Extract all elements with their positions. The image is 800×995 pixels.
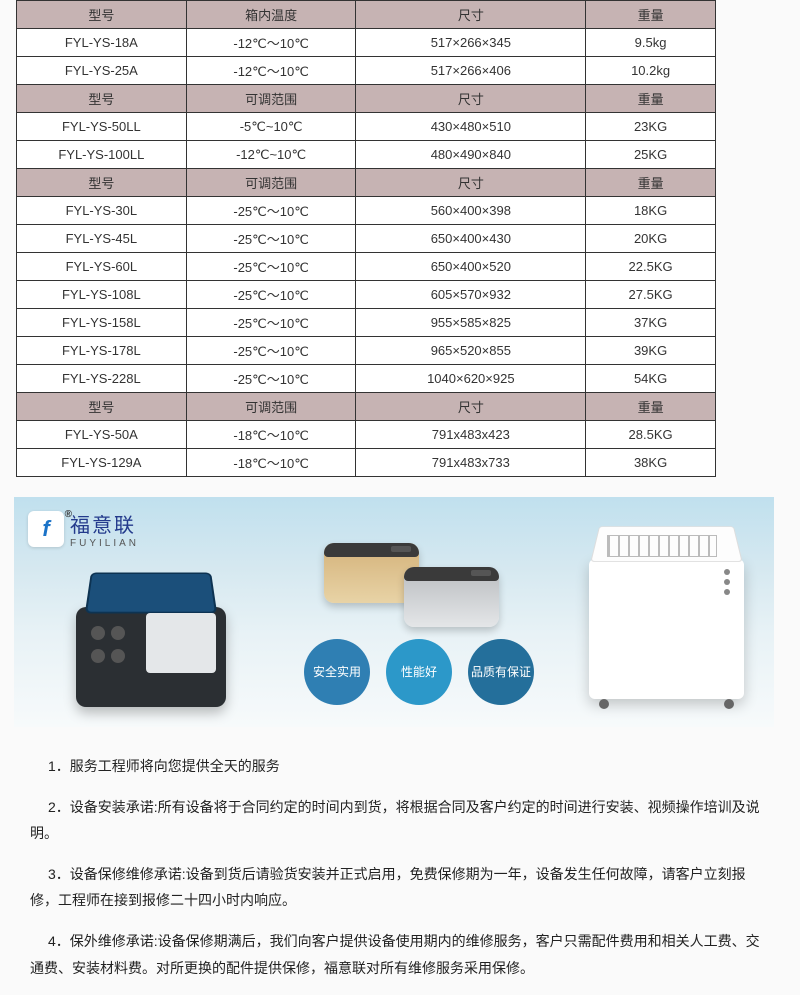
col-header: 重量: [586, 85, 716, 113]
table-cell: 38KG: [586, 449, 716, 477]
table-cell: FYL-YS-50A: [17, 421, 187, 449]
spec-table: 型号箱内温度尺寸重量FYL-YS-18A-12℃～10℃517×266×3459…: [16, 0, 716, 477]
badge-row: 安全实用 性能好 品质有保证: [304, 639, 534, 705]
table-cell: 27.5KG: [586, 281, 716, 309]
table-cell: 18KG: [586, 197, 716, 225]
table-cell: 10.2kg: [586, 57, 716, 85]
table-cell: 965×520×855: [356, 337, 586, 365]
col-header: 型号: [17, 393, 187, 421]
table-cell: FYL-YS-30L: [17, 197, 187, 225]
table-cell: FYL-YS-129A: [17, 449, 187, 477]
col-header: 可调范围: [186, 169, 356, 197]
table-cell: -12℃～10℃: [186, 57, 356, 85]
table-cell: -12℃~10℃: [186, 141, 356, 169]
col-header: 尺寸: [356, 393, 586, 421]
note-2: 2．设备安装承诺:所有设备将于合同约定的时间内到货，将根据合同及客户约定的时间进…: [30, 794, 770, 847]
table-cell: 650×400×520: [356, 253, 586, 281]
table-cell: 39KG: [586, 337, 716, 365]
table-cell: -25℃～10℃: [186, 309, 356, 337]
table-cell: 480×490×840: [356, 141, 586, 169]
table-cell: 517×266×406: [356, 57, 586, 85]
badge-quality: 品质有保证: [468, 639, 534, 705]
col-header: 箱内温度: [186, 1, 356, 29]
table-cell: 560×400×398: [356, 197, 586, 225]
note-1: 1．服务工程师将向您提供全天的服务: [48, 753, 770, 780]
table-cell: -18℃～10℃: [186, 421, 356, 449]
badge-safety: 安全实用: [304, 639, 370, 705]
table-cell: 23KG: [586, 113, 716, 141]
badge-performance: 性能好: [386, 639, 452, 705]
table-cell: FYL-YS-18A: [17, 29, 187, 57]
col-header: 重量: [586, 169, 716, 197]
product-cooler: [76, 607, 226, 707]
table-cell: 9.5kg: [586, 29, 716, 57]
table-cell: FYL-YS-100LL: [17, 141, 187, 169]
table-cell: FYL-YS-178L: [17, 337, 187, 365]
table-cell: 605×570×932: [356, 281, 586, 309]
table-cell: -5℃~10℃: [186, 113, 356, 141]
col-header: 尺寸: [356, 169, 586, 197]
col-header: 重量: [586, 1, 716, 29]
table-cell: 22.5KG: [586, 253, 716, 281]
product-box-silver: [404, 567, 499, 627]
service-notes: 1．服务工程师将向您提供全天的服务 2．设备安装承诺:所有设备将于合同约定的时间…: [30, 753, 770, 981]
table-cell: -25℃～10℃: [186, 281, 356, 309]
col-header: 型号: [17, 85, 187, 113]
table-cell: -12℃～10℃: [186, 29, 356, 57]
table-cell: 955×585×825: [356, 309, 586, 337]
table-cell: 791x483x423: [356, 421, 586, 449]
table-cell: FYL-YS-228L: [17, 365, 187, 393]
table-cell: 1040×620×925: [356, 365, 586, 393]
brand-logo: f 福意联 FUYILIAN: [28, 509, 139, 549]
brand-name-en: FUYILIAN: [70, 538, 139, 549]
table-cell: FYL-YS-50LL: [17, 113, 187, 141]
table-cell: FYL-YS-60L: [17, 253, 187, 281]
note-3: 3．设备保修维修承诺:设备到货后请验货安装并正式启用，免费保修期为一年，设备发生…: [30, 861, 770, 914]
table-cell: 430×480×510: [356, 113, 586, 141]
table-cell: 28.5KG: [586, 421, 716, 449]
table-cell: -25℃～10℃: [186, 197, 356, 225]
product-freezer: [589, 559, 744, 699]
table-cell: -25℃～10℃: [186, 225, 356, 253]
table-cell: 650×400×430: [356, 225, 586, 253]
table-cell: -25℃～10℃: [186, 337, 356, 365]
table-cell: 25KG: [586, 141, 716, 169]
table-cell: 791x483x733: [356, 449, 586, 477]
note-4: 4．保外维修承诺:设备保修期满后，我们向客户提供设备使用期内的维修服务，客户只需…: [30, 928, 770, 981]
col-header: 可调范围: [186, 393, 356, 421]
table-cell: 517×266×345: [356, 29, 586, 57]
col-header: 重量: [586, 393, 716, 421]
table-cell: 54KG: [586, 365, 716, 393]
col-header: 型号: [17, 169, 187, 197]
table-cell: FYL-YS-25A: [17, 57, 187, 85]
table-cell: -18℃～10℃: [186, 449, 356, 477]
table-cell: FYL-YS-158L: [17, 309, 187, 337]
table-cell: 37KG: [586, 309, 716, 337]
col-header: 尺寸: [356, 85, 586, 113]
table-cell: -25℃～10℃: [186, 253, 356, 281]
col-header: 尺寸: [356, 1, 586, 29]
table-cell: FYL-YS-45L: [17, 225, 187, 253]
table-cell: 20KG: [586, 225, 716, 253]
col-header: 可调范围: [186, 85, 356, 113]
col-header: 型号: [17, 1, 187, 29]
logo-mark-icon: f: [28, 511, 64, 547]
brand-name-cn: 福意联: [70, 509, 139, 538]
product-banner: f 福意联 FUYILIAN 安全实用 性能好 品质有保证: [14, 497, 774, 727]
table-cell: -25℃～10℃: [186, 365, 356, 393]
table-cell: FYL-YS-108L: [17, 281, 187, 309]
